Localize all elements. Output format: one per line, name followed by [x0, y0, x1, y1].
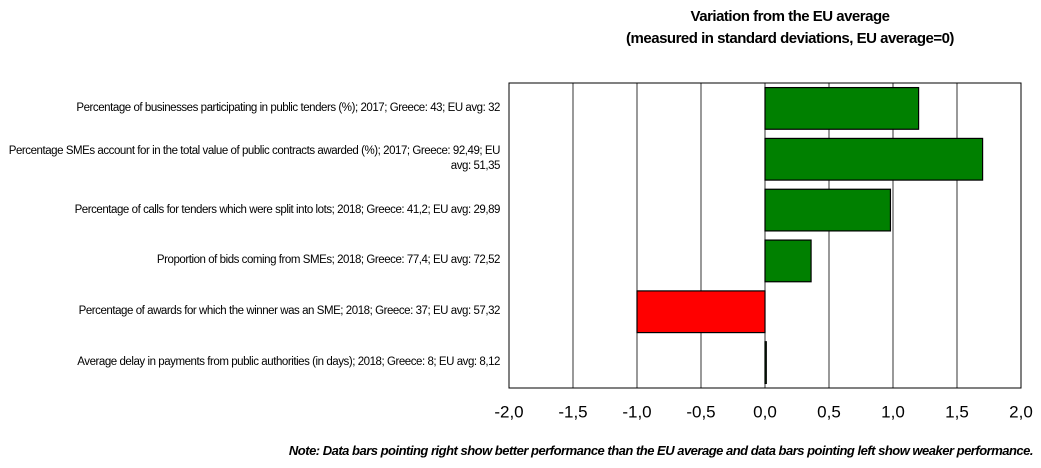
x-tick-label: 0,0 — [753, 402, 777, 421]
bar — [764, 341, 767, 385]
bar — [764, 239, 812, 283]
x-tick-label: -0,5 — [686, 402, 715, 421]
note: Note: Data bars pointing right show bett… — [288, 443, 1034, 458]
chart-subtitle: (measured in standard deviations, EU ave… — [626, 30, 954, 47]
y-tick-label: Percentage of businesses participating i… — [76, 101, 500, 114]
y-tick-label: Percentage of calls for tenders which we… — [74, 203, 501, 216]
chart-title: Variation from the EU average — [690, 8, 890, 25]
x-tick-label: 0,5 — [817, 402, 841, 421]
y-tick-label: Percentage of awards for which the winne… — [78, 305, 501, 318]
x-tick-label: 1,0 — [881, 402, 905, 421]
y-tick-label: Average delay in payments from public au… — [77, 356, 500, 369]
bar — [636, 290, 766, 334]
x-tick-label: 2,0 — [1009, 402, 1033, 421]
x-tick-label: 1,5 — [945, 402, 969, 421]
x-tick-label: -1,5 — [558, 402, 587, 421]
x-tick-label: -2,0 — [494, 402, 523, 421]
bar — [764, 137, 984, 181]
y-tick-label: Proportion of bids coming from SMEs; 201… — [156, 254, 501, 267]
y-tick-label: Percentage SMEs account for in the total… — [8, 145, 501, 173]
bar — [764, 86, 920, 130]
bar — [764, 188, 892, 232]
x-tick-label: -1,0 — [622, 402, 651, 421]
